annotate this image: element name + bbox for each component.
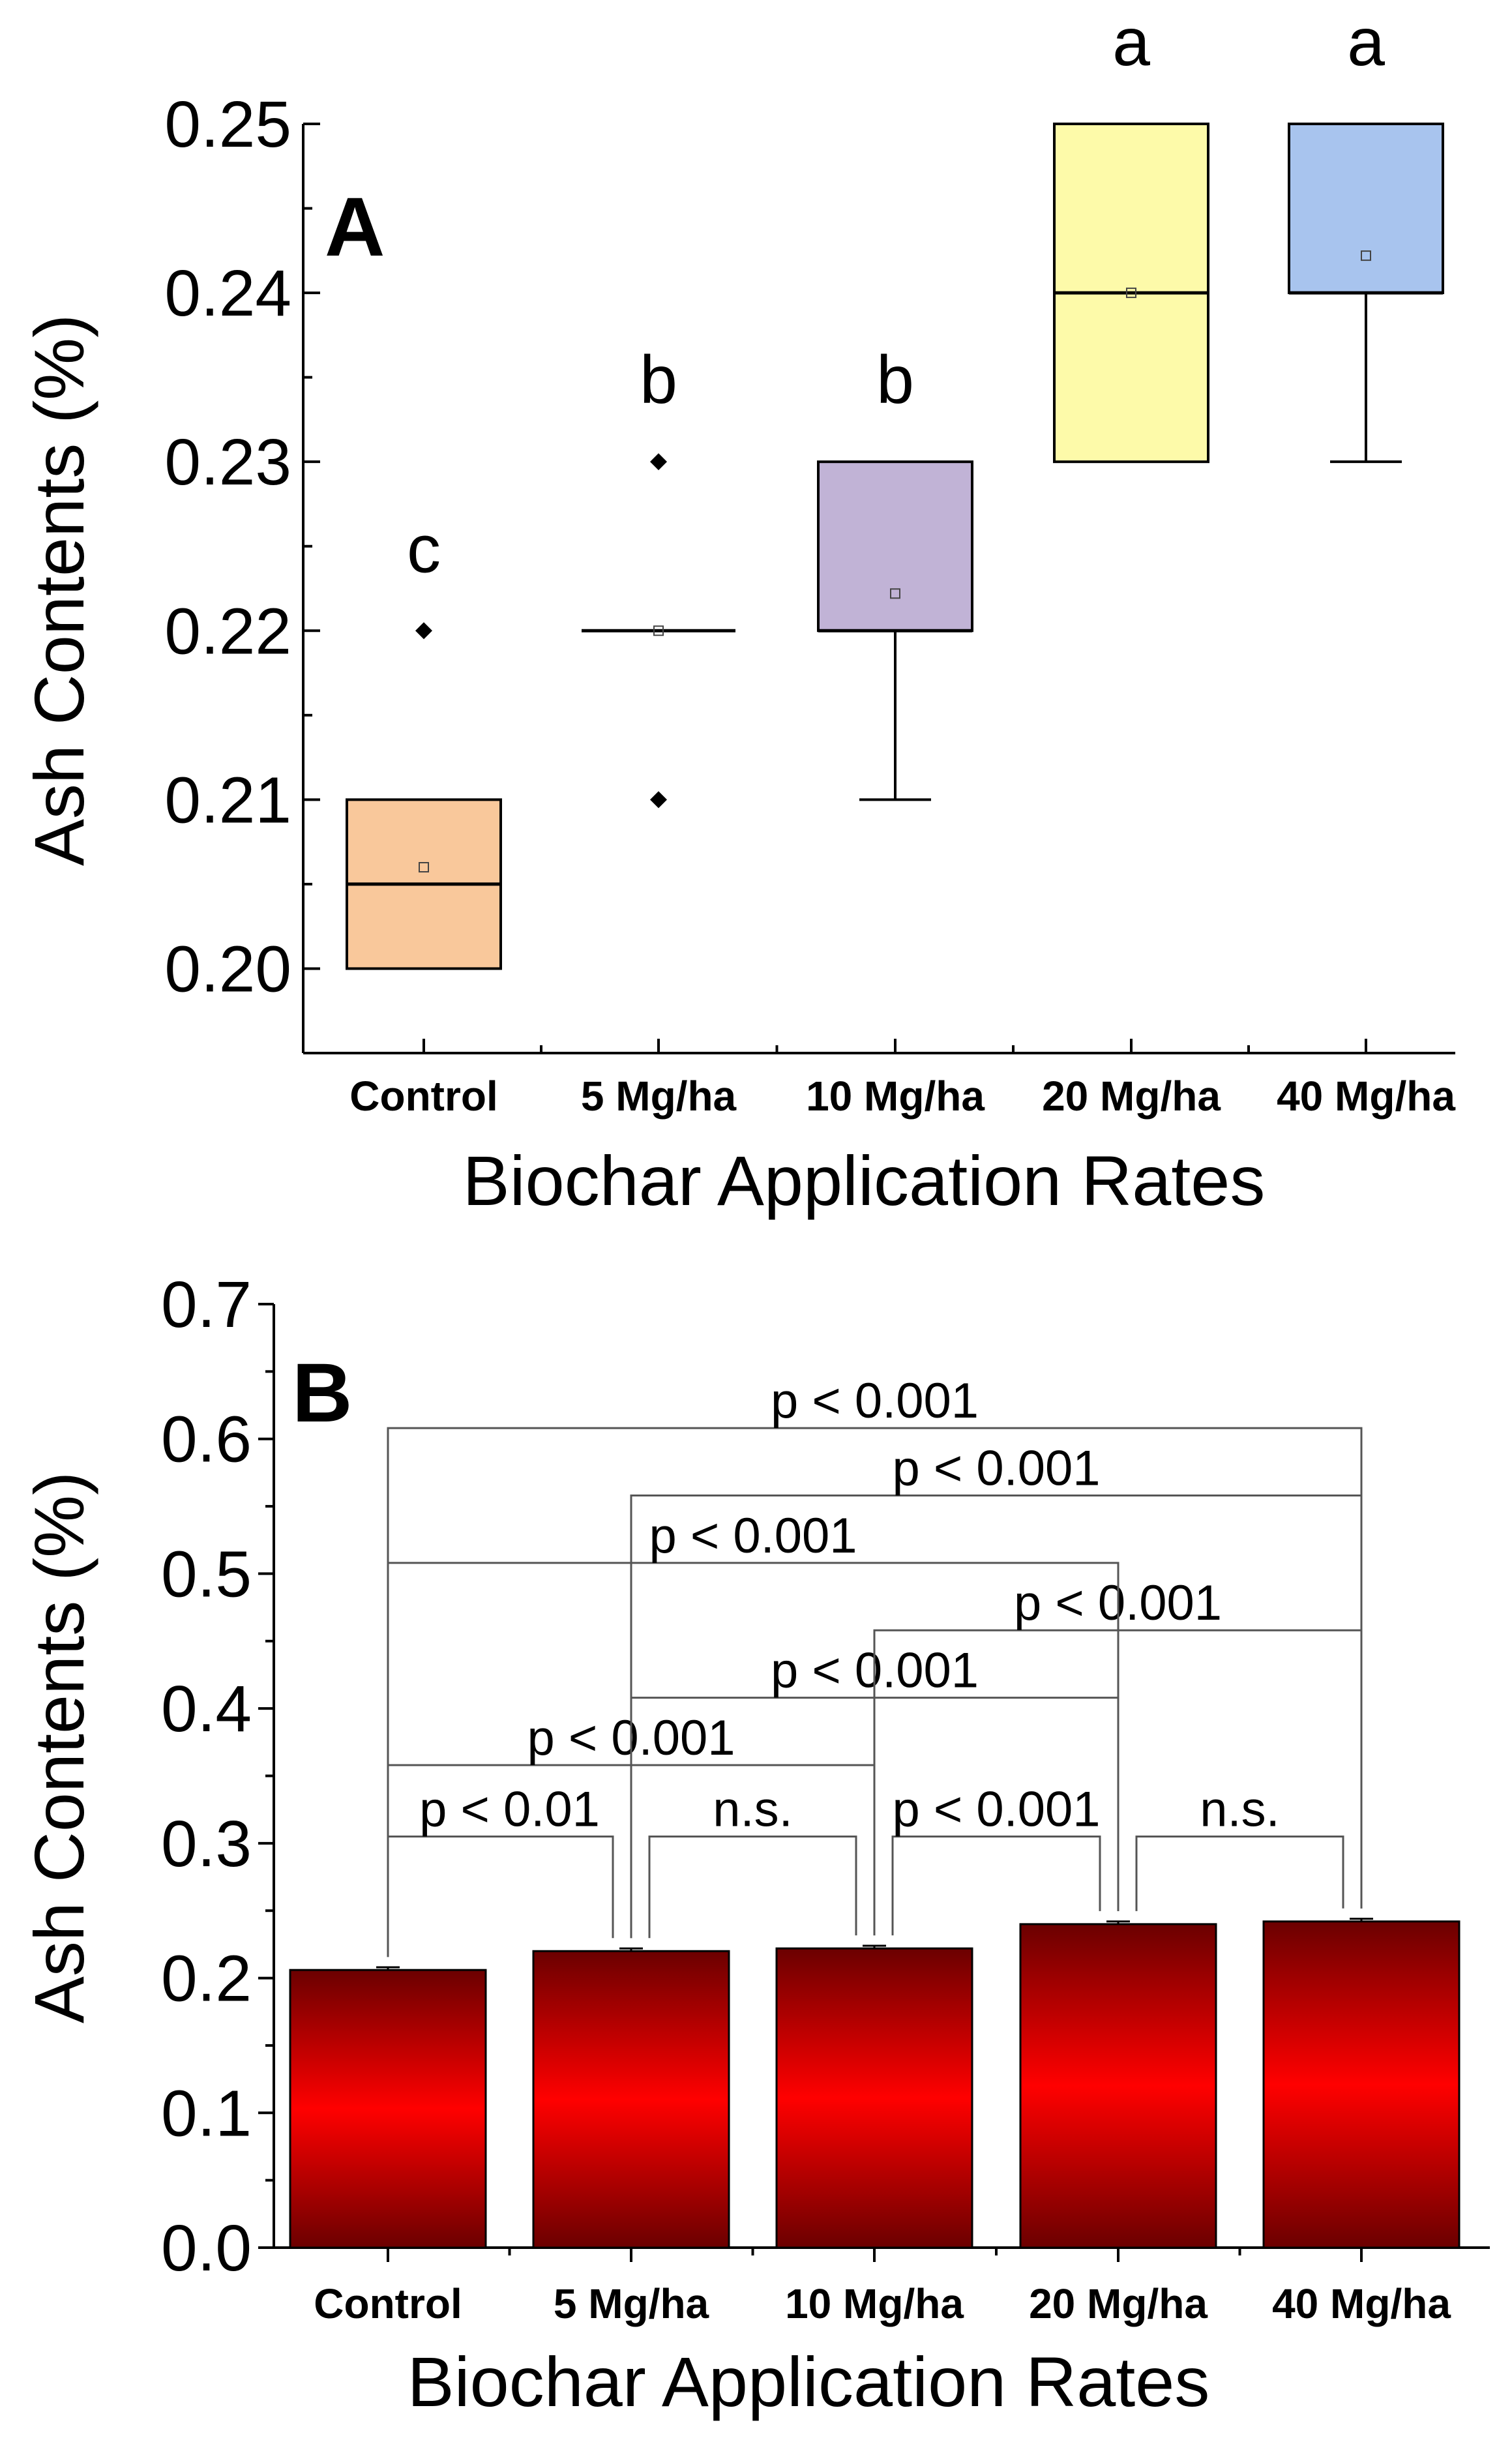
panel-b-y-tick-label: 0.1 [161,2077,252,2150]
panel-a-y-axis-title: Ash Contents (%) [20,314,98,866]
panel-b-y-axis-title: Ash Contents (%) [20,1472,98,2023]
panel-a-box [1288,123,1444,295]
panel-b-x-tick-label: 40 Mg/ha [1272,2280,1451,2327]
panel-a-significance-letter: b [876,342,914,418]
panel-b-x-axis: Control 5 Mg/ha 10 Mg/ha 20 Mg/ha 40 Mg/ha [274,2246,1490,2327]
panel-b-bracket-label: p < 0.001 [649,1508,857,1564]
panel-a-mean-marker [890,588,900,599]
panel-a-y-tick-label: 0.22 [164,595,291,668]
panel-a-y-tick-label: 0.20 [164,932,291,1005]
panel-b-bars [289,1918,1460,2249]
panel-b-bracket [891,1836,1101,1936]
panel-b-bracket [387,1562,1119,1957]
panel-a-y-axis: 0.20 0.21 0.22 0.23 0.24 0.25 [164,88,320,1053]
panel-b-bracket-label: p < 0.001 [771,1373,979,1429]
panel-b-x-tick-label: 10 Mg/ha [785,2280,964,2327]
panel-b-x-tick-label: 5 Mg/ha [554,2280,709,2327]
panel-a-y-tick-label: 0.21 [164,764,291,837]
panel-a-y-tick-label: 0.25 [164,88,291,161]
panel-b-bar [289,1969,487,2249]
panel-a-significance-letter: b [640,342,677,418]
panel-b-bracket-label: n.s. [713,1782,793,1837]
panel-b-significance-brackets: p < 0.01 n.s. p < 0.001 n.s. p < 0.001 p < 0.… [387,1373,1363,1957]
panel-a-label: A [325,181,385,274]
panel-a-x-tick-label: 20 Mg/ha [1042,1073,1221,1120]
panel-a-y-tick-label: 0.23 [164,426,291,499]
panel-a-x-axis-title: Biochar Application Rates [463,1141,1266,1220]
panel-b-y-axis: 0.0 0.1 0.2 0.3 0.4 0.5 0.6 0.7 [161,1268,275,2285]
panel-b-bar [532,1950,730,2249]
panel-b-y-tick-label: 0.4 [161,1673,252,1746]
panel-a-significance-letter: a [1112,5,1150,80]
panel-a-y-tick-label: 0.24 [164,257,291,330]
panel-b-bar [775,1947,973,2249]
panel-a-outlier-point [650,791,667,809]
panel-a-significance-letter: c [407,511,441,587]
panel-b-bracket-label: p < 0.001 [892,1782,1100,1837]
panel-b-bracket [1135,1836,1344,1911]
panel-b-bar [1262,1920,1460,2249]
panel-b-y-tick-label: 0.6 [161,1403,252,1476]
panel-a-x-tick-label: 40 Mg/ha [1277,1073,1455,1120]
panel-b-x-tick-label: 20 Mg/ha [1029,2280,1208,2327]
panel-a-outlier-point [650,453,667,471]
panel-b-y-tick-label: 0.3 [161,1808,252,1881]
panel-b-bracket-label: p < 0.001 [892,1441,1100,1496]
panel-b-x-tick-label: Control [314,2280,462,2327]
panel-b-bracket [648,1836,857,1939]
panel-a-outlier-point [415,622,432,640]
panel-b-x-axis-title: Biochar Application Rates [408,2342,1210,2421]
panel-a-mean-marker [1126,288,1136,299]
panel-a-x-axis: Control 5 Mg/ha 10 Mg/ha 20 Mg/ha 40 Mg/ha [303,1039,1455,1120]
panel-b-bracket [387,1836,614,1957]
panel-b-bracket [387,1427,1363,1957]
panel-b-y-tick-label: 0.0 [161,2212,252,2285]
panel-a-x-tick-label: Control [349,1073,498,1120]
panel-a-boxes: c b b a a [346,5,1444,970]
panel-a-x-tick-label: 10 Mg/ha [806,1073,985,1120]
panel-b: B 0.0 0.1 0.2 0.3 0.4 0.5 0.6 0.7 Control 5 Mg/h… [20,1268,1490,2421]
panel-a-box [817,460,973,632]
panel-a-mean-marker [653,625,664,636]
panel-b-label: B [292,1346,352,1440]
panel-a: A 0.20 0.21 0.22 0.23 0.24 0.25 Control 5 Mg/h… [20,5,1455,1220]
panel-a-mean-marker [1361,250,1371,261]
panel-a-significance-letter: a [1347,5,1385,80]
panel-b-y-tick-label: 0.2 [161,1942,252,2016]
panel-b-y-tick-label: 0.5 [161,1538,252,1611]
panel-b-bracket-label: p < 0.01 [419,1782,600,1837]
panel-b-bracket-label: n.s. [1200,1782,1280,1837]
panel-b-bar [1019,1923,1217,2249]
panel-a-mean-marker [419,862,429,872]
panel-a-x-tick-label: 5 Mg/ha [581,1073,737,1120]
panel-b-y-tick-label: 0.7 [161,1268,252,1341]
